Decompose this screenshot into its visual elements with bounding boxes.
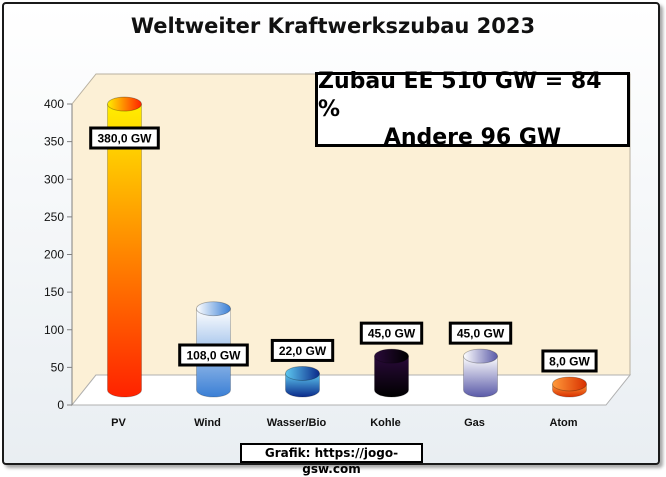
bar-top (463, 348, 498, 364)
y-tick-label: 200 (44, 248, 64, 262)
bar-body (463, 355, 498, 398)
y-tick-label: 400 (44, 97, 64, 111)
x-tick-label: Wasser/Bio (267, 417, 327, 429)
data-label-text: 22,0 GW (279, 344, 327, 358)
bar-atom (552, 376, 587, 398)
source-credit: Grafik: https://jogo-gsw.com (240, 443, 423, 476)
x-tick-label: Gas (464, 417, 485, 429)
bar-pv (107, 96, 142, 398)
y-tick-label: 300 (44, 172, 64, 186)
y-tick-label: 350 (44, 135, 64, 149)
x-tick-label: Atom (549, 417, 577, 429)
chart-title: Weltweiter Kraftwerkszubau 2023 (130, 14, 536, 38)
data-label-box (448, 321, 513, 345)
data-label-text: 380,0 GW (97, 132, 152, 146)
data-label: 380,0 GW (89, 126, 160, 150)
y-tick-label: 50 (51, 360, 65, 374)
bar-body (107, 103, 142, 398)
data-label: 45,0 GW (448, 321, 513, 345)
y-tick-label: 250 (44, 210, 64, 224)
bar-top (552, 376, 587, 392)
bar-kohle (374, 348, 409, 398)
data-label: 8,0 GW (541, 349, 598, 373)
y-tick-label: 0 (57, 398, 64, 412)
callout-line-2: Andere 96 GW (383, 124, 562, 150)
data-label: 22,0 GW (270, 338, 335, 362)
data-label-text: 45,0 GW (368, 327, 416, 341)
y-tick-label: 150 (44, 285, 64, 299)
data-label-box (270, 338, 335, 362)
x-tick-label: Kohle (370, 417, 401, 429)
plot-floor (70, 374, 632, 406)
data-label-text: 45,0 GW (457, 327, 505, 341)
data-label-box (178, 343, 249, 367)
data-label-text: 8,0 GW (549, 354, 590, 368)
data-label-box (89, 126, 160, 150)
bar-top (285, 366, 320, 381)
data-label: 45,0 GW (359, 321, 424, 345)
bar-top (196, 301, 231, 317)
data-label-text: 108,0 GW (186, 349, 241, 363)
bar-top (107, 96, 142, 112)
x-tick-label: PV (111, 417, 126, 429)
data-label: 108,0 GW (178, 343, 249, 367)
bar-wasser-bio (285, 366, 320, 398)
bar-gas (463, 348, 498, 398)
bar-body (374, 355, 409, 398)
ee-summary-callout: Zubau EE 510 GW = 84 % Andere 96 GW (315, 69, 630, 150)
data-label-box (541, 349, 598, 373)
callout-line-1: Zubau EE 510 GW = 84 % (318, 68, 602, 122)
y-tick-label: 100 (44, 323, 64, 337)
x-tick-label: Wind (194, 417, 221, 429)
bar-top (374, 348, 409, 364)
data-label-box (359, 321, 424, 345)
